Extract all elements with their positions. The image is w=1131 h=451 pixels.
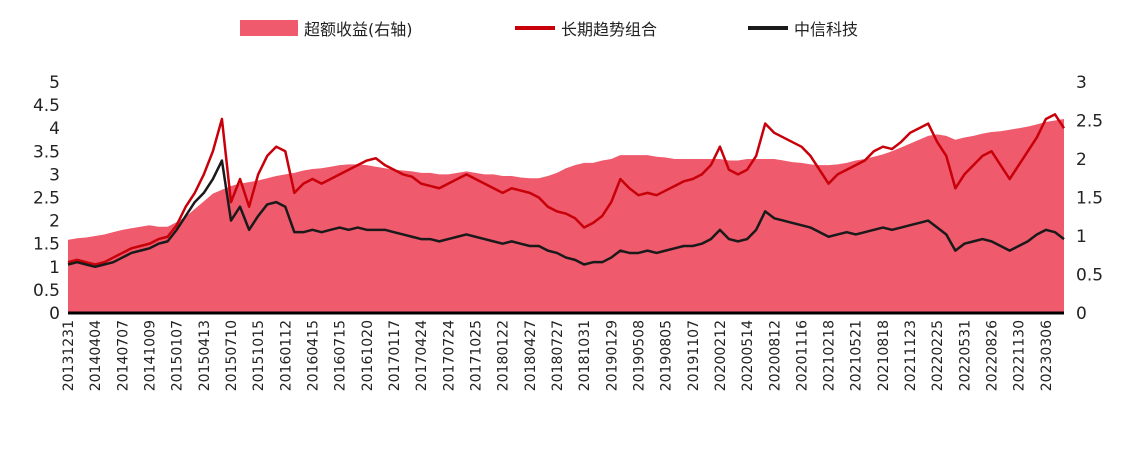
- y2-tick-label: 3: [1076, 73, 1087, 93]
- x-tick-label: 20221130: [1012, 320, 1028, 391]
- x-tick-label: 20220826: [985, 320, 1001, 391]
- legend-label: 中信科技: [794, 20, 858, 39]
- y-tick-label: 0.5: [33, 281, 60, 301]
- y2-tick-label: 2.5: [1076, 112, 1103, 132]
- y2-tick-label: 0: [1076, 304, 1087, 324]
- x-tick-label: 20171025: [468, 320, 484, 391]
- y-tick-label: 1.5: [33, 235, 60, 255]
- x-tick-label: 20160415: [305, 320, 321, 391]
- x-tick-label: 20210218: [822, 320, 838, 391]
- y2-tick-label: 0.5: [1076, 266, 1103, 286]
- x-tick-label: 20160112: [278, 320, 294, 391]
- legend-swatch: [240, 20, 298, 36]
- x-tick-label: 20150107: [170, 320, 186, 391]
- x-tick-label: 20161020: [360, 320, 376, 391]
- y2-tick-label: 1.5: [1076, 189, 1103, 209]
- x-tick-label: 20210818: [876, 320, 892, 391]
- x-tick-label: 20141009: [142, 320, 158, 391]
- x-tick-label: 20151015: [251, 320, 267, 391]
- x-tick-label: 20180122: [496, 320, 512, 391]
- x-tick-label: 20131231: [61, 320, 77, 391]
- legend-label: 超额收益(右轴): [304, 20, 413, 39]
- x-tick-label: 20210521: [849, 320, 865, 391]
- area: [68, 118, 1064, 314]
- y-tick-label: 3: [49, 165, 60, 185]
- x-tick-label: 20160715: [333, 320, 349, 391]
- x-tick-label: 20140404: [88, 320, 104, 391]
- y-tick-label: 1: [49, 258, 60, 278]
- x-tick-label: 20200212: [713, 320, 729, 391]
- x-tick-label: 20200812: [767, 320, 783, 391]
- y2-tick-label: 2: [1076, 150, 1087, 170]
- x-tick-label: 20180727: [550, 320, 566, 391]
- x-tick-label: 20220531: [957, 320, 973, 391]
- x-tick-label: 20170424: [414, 320, 430, 391]
- x-tick-label: 20190129: [604, 320, 620, 391]
- line: [67, 159, 1065, 269]
- x-tick-label: 20200514: [740, 320, 756, 391]
- x-tick-label: 20150413: [197, 320, 213, 391]
- y-tick-label: 2.5: [33, 189, 60, 209]
- y2-tick-label: 1: [1076, 227, 1087, 247]
- x-tick-label: 20190805: [659, 320, 675, 391]
- x-tick-label: 20170724: [441, 320, 457, 391]
- legend-label: 长期趋势组合: [561, 20, 657, 39]
- x-tick-label: 20191107: [686, 320, 702, 391]
- line: [67, 113, 1066, 266]
- x-tick-label: 20201116: [794, 320, 810, 391]
- y-tick-label: 0: [49, 304, 60, 324]
- x-tick-label: 20140707: [115, 320, 131, 391]
- x-tick-label: 20181031: [577, 320, 593, 391]
- y-tick-label: 3.5: [33, 142, 60, 162]
- x-tick-label: 20220225: [930, 320, 946, 391]
- y-tick-label: 4.5: [33, 96, 60, 116]
- x-tick-label: 20190508: [631, 320, 647, 391]
- x-tick-label: 20150710: [224, 320, 240, 391]
- x-tick-label: 20180427: [523, 320, 539, 391]
- x-tick-label: 20170117: [387, 320, 403, 391]
- x-tick-label: 20230306: [1039, 320, 1055, 391]
- x-tick-label: 20211123: [903, 320, 919, 391]
- y-tick-label: 5: [49, 73, 60, 93]
- y-tick-label: 2: [49, 212, 60, 232]
- y-tick-label: 4: [49, 119, 60, 139]
